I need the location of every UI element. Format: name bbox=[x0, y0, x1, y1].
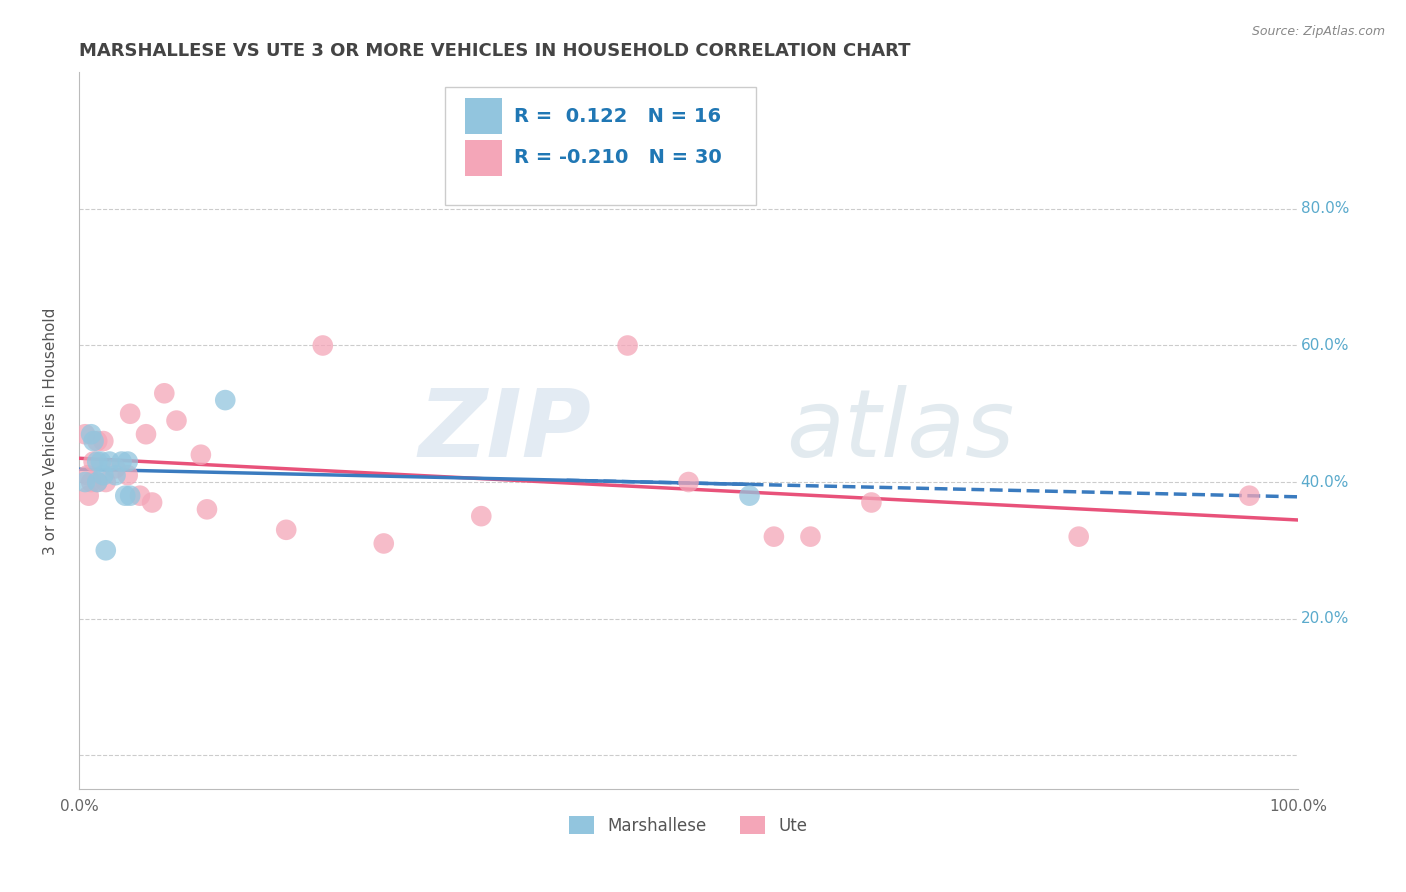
Point bbox=[94, 475, 117, 489]
Point bbox=[470, 509, 492, 524]
Point bbox=[98, 454, 121, 468]
Point bbox=[83, 454, 105, 468]
Text: 20.0%: 20.0% bbox=[1301, 611, 1348, 626]
FancyBboxPatch shape bbox=[465, 98, 502, 134]
FancyBboxPatch shape bbox=[465, 140, 502, 176]
Point bbox=[117, 468, 139, 483]
Point bbox=[120, 489, 142, 503]
Point bbox=[129, 489, 152, 503]
Point bbox=[104, 468, 127, 483]
Point bbox=[94, 543, 117, 558]
Text: Source: ZipAtlas.com: Source: ZipAtlas.com bbox=[1251, 25, 1385, 38]
Point bbox=[86, 475, 108, 489]
Point bbox=[190, 448, 212, 462]
FancyBboxPatch shape bbox=[444, 87, 755, 205]
Text: 60.0%: 60.0% bbox=[1301, 338, 1350, 353]
Point bbox=[276, 523, 298, 537]
Point bbox=[799, 530, 821, 544]
Point bbox=[214, 393, 236, 408]
Point bbox=[73, 427, 96, 442]
Point bbox=[120, 407, 142, 421]
Point bbox=[76, 468, 98, 483]
Point bbox=[90, 454, 112, 468]
Point bbox=[166, 414, 188, 428]
Point bbox=[616, 338, 638, 352]
Point bbox=[73, 475, 96, 489]
Point bbox=[678, 475, 700, 489]
Text: atlas: atlas bbox=[786, 385, 1014, 476]
Point bbox=[373, 536, 395, 550]
Point bbox=[195, 502, 218, 516]
Point bbox=[860, 495, 883, 509]
Point bbox=[114, 489, 136, 503]
Point bbox=[83, 434, 105, 448]
Point bbox=[80, 427, 103, 442]
Text: 40.0%: 40.0% bbox=[1301, 475, 1348, 490]
Point bbox=[91, 468, 114, 483]
Text: 80.0%: 80.0% bbox=[1301, 202, 1348, 217]
Point bbox=[762, 530, 785, 544]
Point bbox=[117, 454, 139, 468]
Point bbox=[86, 454, 108, 468]
Legend: Marshallese, Ute: Marshallese, Ute bbox=[569, 816, 807, 835]
Point bbox=[86, 434, 108, 448]
Point bbox=[80, 475, 103, 489]
Y-axis label: 3 or more Vehicles in Household: 3 or more Vehicles in Household bbox=[44, 307, 58, 555]
Point bbox=[153, 386, 176, 401]
Text: R = -0.210   N = 30: R = -0.210 N = 30 bbox=[515, 148, 721, 167]
Point bbox=[738, 489, 761, 503]
Point bbox=[312, 338, 335, 352]
Text: MARSHALLESE VS UTE 3 OR MORE VEHICLES IN HOUSEHOLD CORRELATION CHART: MARSHALLESE VS UTE 3 OR MORE VEHICLES IN… bbox=[79, 42, 911, 60]
Text: R =  0.122   N = 16: R = 0.122 N = 16 bbox=[515, 107, 721, 126]
Point bbox=[77, 489, 100, 503]
Point bbox=[1239, 489, 1261, 503]
Point bbox=[135, 427, 157, 442]
Point bbox=[141, 495, 163, 509]
Point bbox=[1067, 530, 1090, 544]
Text: ZIP: ZIP bbox=[418, 384, 591, 477]
Point bbox=[104, 461, 127, 475]
Point bbox=[91, 434, 114, 448]
Point bbox=[86, 475, 108, 489]
Point bbox=[111, 454, 134, 468]
